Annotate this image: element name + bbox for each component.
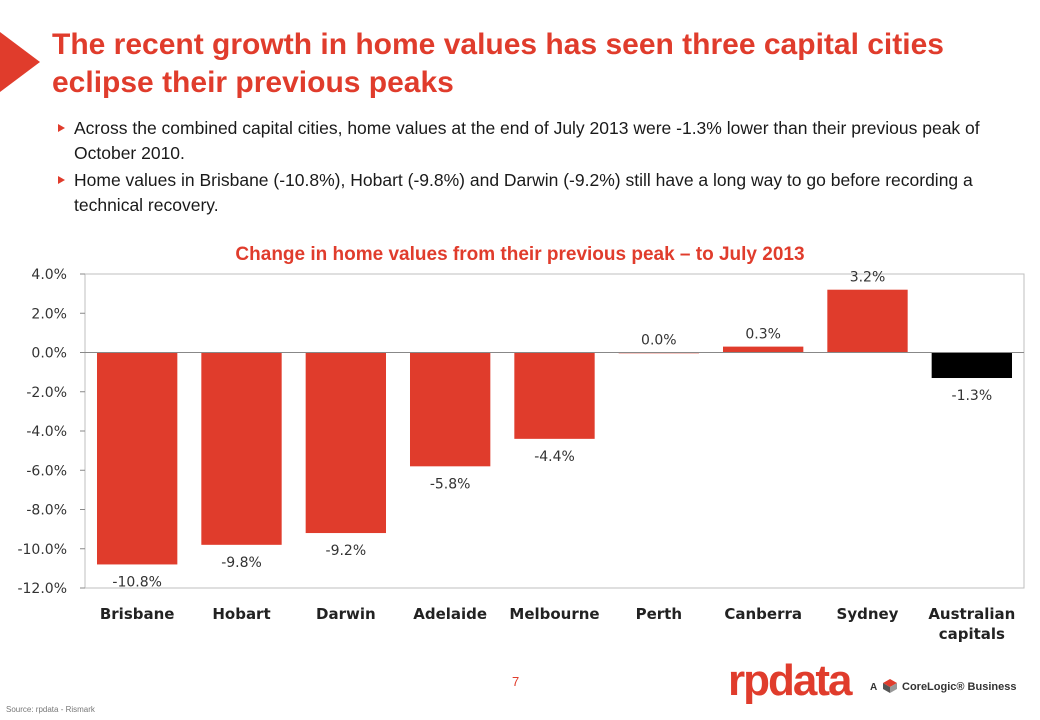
data-label: 0.3% (745, 327, 781, 343)
y-tick-label: -12.0% (17, 581, 67, 597)
y-tick-label: -4.0% (26, 424, 67, 440)
bar (514, 352, 595, 439)
y-tick-label: 2.0% (31, 306, 67, 322)
data-label: -10.8% (112, 574, 162, 590)
data-label: -9.8% (221, 555, 262, 571)
x-tick-label: Hobart (212, 605, 270, 623)
data-label: -4.4% (534, 449, 575, 465)
bar (305, 352, 387, 534)
bar (201, 352, 282, 545)
x-tick-label: Adelaide (413, 605, 487, 623)
source-note: Source: rpdata - Rismark (6, 705, 95, 714)
bullet-arrow-icon (58, 124, 65, 132)
data-label: -5.8% (430, 476, 471, 492)
x-tick-label: capitals (939, 625, 1005, 643)
bullet-text: Home values in Brisbane (-10.8%), Hobart… (74, 170, 973, 215)
data-label: -1.3% (952, 388, 993, 404)
y-tick-label: 0.0% (31, 346, 67, 362)
bar (96, 352, 178, 565)
bullet-arrow-icon (58, 176, 65, 184)
bullet-item: Home values in Brisbane (-10.8%), Hobart… (58, 168, 1018, 218)
bar (827, 289, 908, 353)
x-tick-label: Canberra (724, 605, 802, 623)
bullet-list: Across the combined capital cities, home… (58, 116, 1018, 220)
chart-title: Change in home values from their previou… (235, 244, 805, 265)
red-triangle-icon (0, 32, 40, 92)
logo-tag-prefix: A (870, 682, 878, 693)
y-tick-label: -6.0% (26, 463, 67, 479)
bar-chart: 4.0% 2.0% 0.0% -2.0% -4.0% -6.0% -8.0% -10.0% -1… (17, 267, 1025, 643)
rpdata-logo: rpdata A CoreLogic® Business (728, 656, 1028, 708)
data-label: -9.2% (326, 543, 367, 559)
page-number: 7 (512, 674, 520, 689)
y-tick-label: -2.0% (26, 385, 67, 401)
data-label: 0.0% (641, 333, 677, 349)
x-tick-label: Australian (928, 605, 1015, 623)
y-tick-label: -10.0% (17, 542, 67, 558)
slide-title: The recent growth in home values has see… (52, 28, 944, 99)
x-tick-label: Sydney (837, 605, 899, 623)
x-tick-label: Melbourne (509, 605, 599, 623)
bullet-item: Across the combined capital cities, home… (58, 116, 1018, 166)
bar (722, 346, 804, 353)
x-tick-label: Brisbane (100, 605, 175, 623)
bar (409, 352, 491, 467)
bullet-text: Across the combined capital cities, home… (74, 118, 980, 163)
rpdata-wordmark: rpdata (728, 656, 852, 705)
y-tick-label: -8.0% (26, 503, 67, 519)
bar (931, 352, 1013, 379)
x-tick-label: Perth (636, 605, 682, 623)
x-tick-label: Darwin (316, 605, 376, 623)
corelogic-tagline: CoreLogic® Business (902, 681, 1017, 693)
data-label: 3.2% (850, 270, 886, 286)
corelogic-cube-icon (883, 679, 897, 693)
y-tick-label: 4.0% (31, 267, 67, 283)
